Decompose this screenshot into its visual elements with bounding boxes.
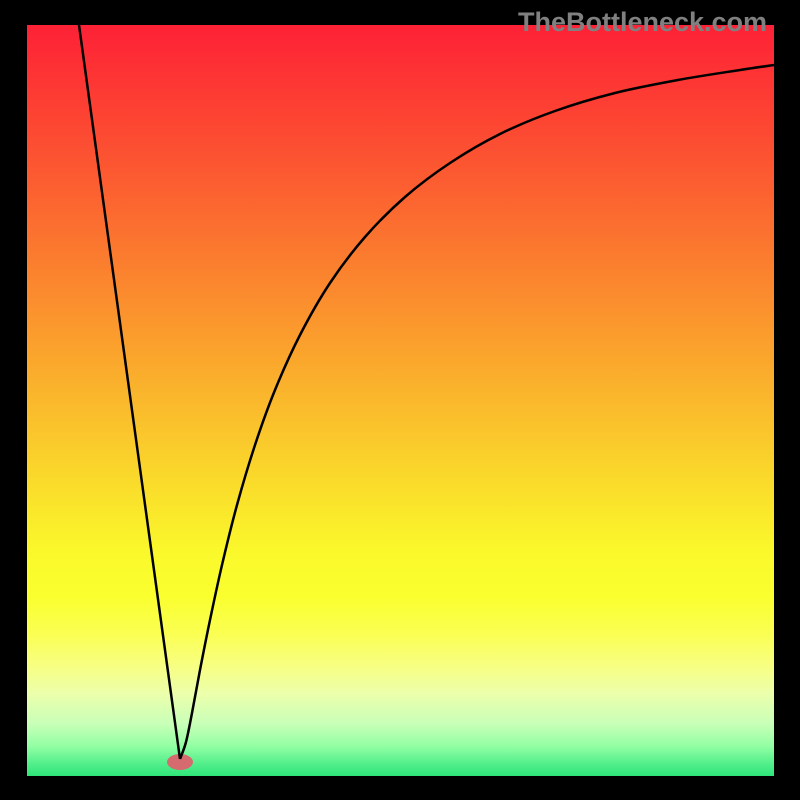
chart-container: TheBottleneck.com bbox=[0, 0, 800, 800]
gradient-background bbox=[27, 25, 774, 776]
watermark: TheBottleneck.com bbox=[518, 7, 767, 38]
plot-area bbox=[27, 25, 774, 776]
